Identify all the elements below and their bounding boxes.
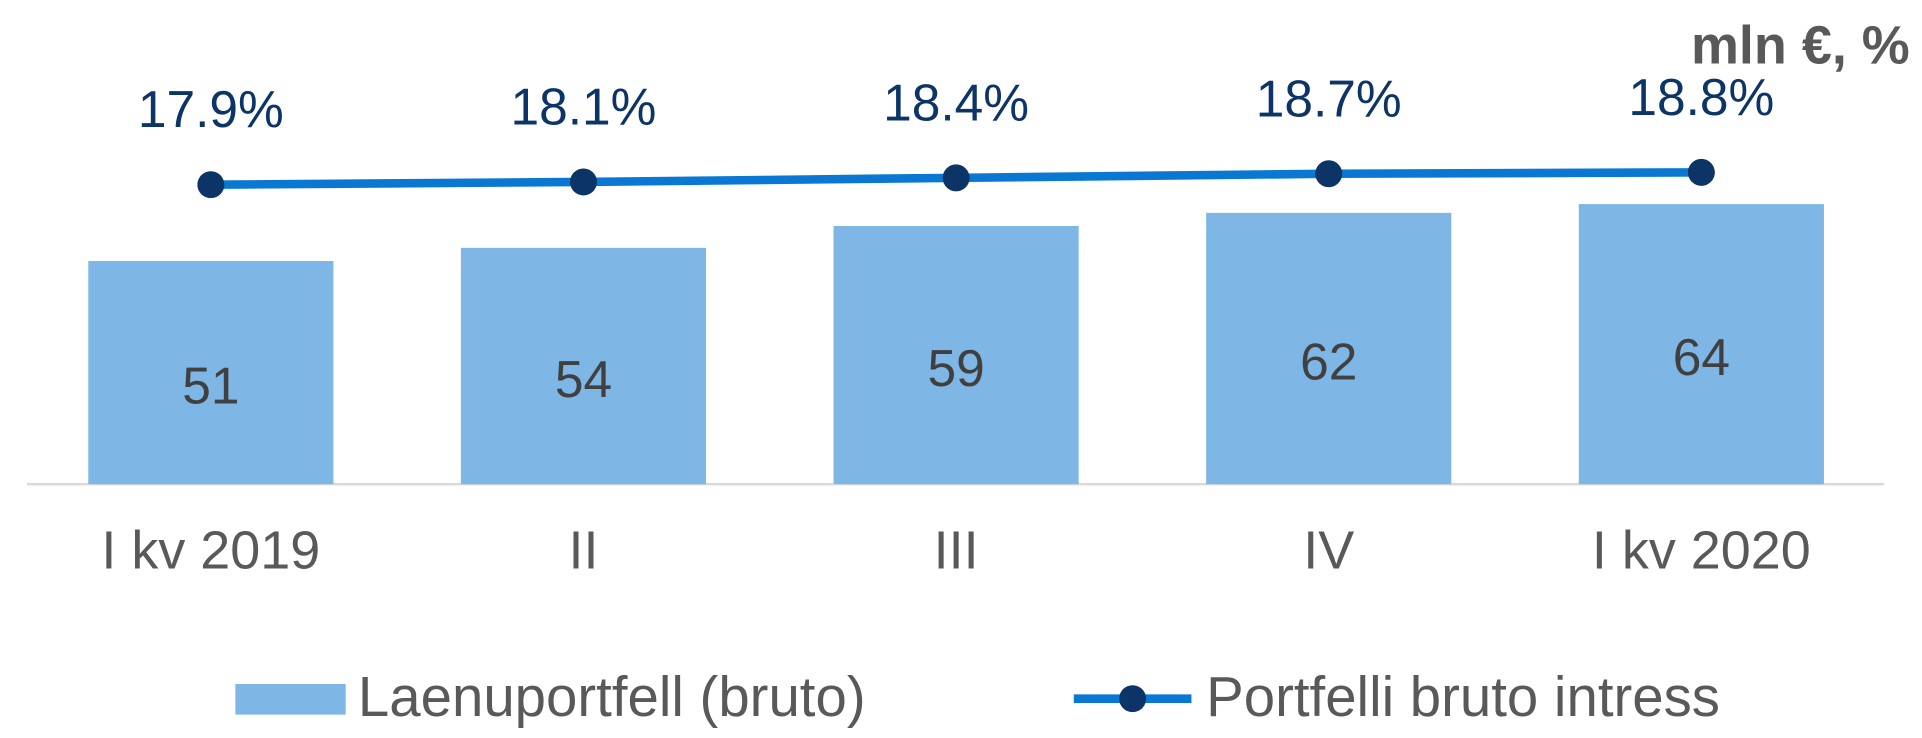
legend-swatch xyxy=(235,683,346,715)
legend-marker xyxy=(1119,685,1147,713)
line-value-label: 18.4% xyxy=(883,73,1029,131)
line-marker xyxy=(1687,158,1715,186)
line-marker xyxy=(569,168,597,196)
line-marker xyxy=(1315,160,1343,188)
bar-value-label: 64 xyxy=(1673,328,1730,386)
line-marker xyxy=(942,164,970,192)
bar-value-label: 54 xyxy=(555,350,612,408)
x-tick-label: II xyxy=(568,520,598,580)
unit-label: mln €, % xyxy=(1691,15,1910,75)
bar xyxy=(460,247,707,485)
x-tick-label: I kv 2019 xyxy=(101,520,320,580)
legend-label: Laenuportfell (bruto) xyxy=(358,665,866,728)
line-marker xyxy=(197,171,225,199)
legend-label: Portfelli bruto intress xyxy=(1206,665,1720,728)
bar xyxy=(1206,212,1452,485)
bar xyxy=(88,260,334,485)
bar xyxy=(833,225,1079,485)
line-value-label: 17.9% xyxy=(138,80,284,138)
bar xyxy=(1578,204,1824,485)
bar-value-label: 62 xyxy=(1300,332,1357,390)
x-tick-label: I kv 2020 xyxy=(1592,520,1811,580)
bar-value-label: 59 xyxy=(927,339,984,397)
bar-value-label: 51 xyxy=(182,356,239,414)
x-tick-label: III xyxy=(934,520,979,580)
line-value-label: 18.1% xyxy=(510,77,656,135)
line-value-label: 18.8% xyxy=(1628,68,1774,126)
line-value-label: 18.7% xyxy=(1256,69,1402,127)
x-tick-label: IV xyxy=(1303,520,1354,580)
